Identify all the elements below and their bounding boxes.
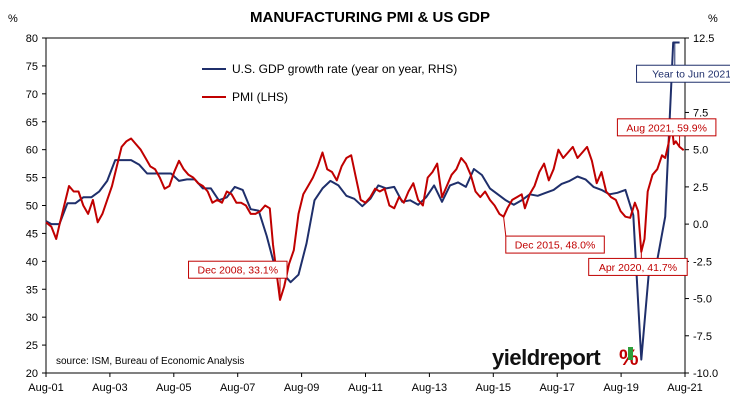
- right-tick-label: -5.0: [693, 294, 712, 306]
- x-tick-label: Aug-09: [284, 382, 319, 394]
- annotation-label: Dec 2015, 48.0%: [515, 240, 596, 252]
- left-tick-label: 65: [26, 117, 38, 129]
- legend-label-pmi: PMI (LHS): [232, 90, 288, 104]
- right-axis: -10.0-7.5-5.0-2.50.02.55.07.510.012.5: [685, 33, 718, 380]
- annotation-box: [616, 118, 717, 137]
- x-tick-label: Aug-19: [603, 382, 638, 394]
- right-tick-label: -2.5: [693, 256, 712, 268]
- right-tick-label: 7.5: [693, 107, 708, 119]
- logo-accent-bar: [628, 347, 633, 360]
- chart-title: MANUFACTURING PMI & US GDP: [250, 9, 490, 26]
- gdp-growth-line: [45, 41, 680, 361]
- x-tick-label: Aug-05: [156, 382, 191, 394]
- annotation-leader: [503, 216, 507, 237]
- annotation-box: [188, 260, 288, 279]
- left-tick-label: 45: [26, 228, 38, 240]
- source-note: source: ISM, Bureau of Economic Analysis: [56, 356, 244, 367]
- annotation-box: [636, 64, 730, 83]
- series-layer: [45, 41, 685, 361]
- left-tick-label: 55: [26, 173, 38, 185]
- left-tick-label: 60: [26, 145, 38, 157]
- left-tick-label: 80: [26, 33, 38, 45]
- left-tick-label: 30: [26, 312, 38, 324]
- left-axis: 20 25 30 35 40 45 50 55 60 65 70 75 80: [26, 33, 46, 380]
- right-tick-label: 5.0: [693, 145, 708, 157]
- x-axis: Aug-01 Aug-03 Aug-05 Aug-07 Aug-09 Aug-11 Aug-…: [28, 373, 703, 394]
- left-tick-label: 75: [26, 61, 38, 73]
- left-tick-label: 35: [26, 284, 38, 296]
- legend: U.S. GDP growth rate (year on year, RHS)…: [202, 62, 457, 104]
- x-tick-label: Aug-07: [220, 382, 255, 394]
- right-axis-unit: %: [708, 13, 718, 25]
- left-axis-unit: %: [8, 13, 18, 25]
- right-tick-label: 12.5: [693, 33, 714, 45]
- legend-label-gdp: U.S. GDP growth rate (year on year, RHS): [232, 62, 457, 76]
- x-tick-label: Aug-03: [92, 382, 127, 394]
- x-tick-label: Aug-11: [348, 382, 383, 394]
- annotation-label: Apr 2020, 41.7%: [599, 262, 677, 274]
- x-tick-label: Aug-01: [28, 382, 63, 394]
- right-tick-label: -7.5: [693, 331, 712, 343]
- annotation-label: Dec 2008, 33.1%: [198, 265, 279, 277]
- left-tick-label: 40: [26, 256, 38, 268]
- annotation-label: Year to Jun 2021, 12.2%: [652, 69, 730, 81]
- left-tick-label: 50: [26, 201, 38, 213]
- annotation-label: Aug 2021, 59.9%: [626, 122, 707, 134]
- x-tick-label: Aug-13: [412, 382, 447, 394]
- left-tick-label: 20: [26, 368, 38, 380]
- x-tick-label: Aug-15: [476, 382, 511, 394]
- left-tick-label: 25: [26, 340, 38, 352]
- pmi-line: [45, 123, 685, 301]
- annotation-box: [505, 235, 605, 254]
- annotation-box: [588, 257, 688, 276]
- right-tick-label: -10.0: [693, 368, 718, 380]
- right-tick-label: 2.5: [693, 182, 708, 194]
- x-tick-label: Aug-21: [667, 382, 702, 394]
- x-tick-label: Aug-17: [539, 382, 574, 394]
- right-tick-label: 0.0: [693, 219, 708, 231]
- left-tick-label: 70: [26, 89, 38, 101]
- plot-frame: [45, 37, 686, 374]
- yieldreport-logo: yieldreport: [492, 345, 601, 370]
- annotation-layer: Year to Jun 2021, 12.2% Aug 2021, 59.9% De…: [188, 42, 730, 300]
